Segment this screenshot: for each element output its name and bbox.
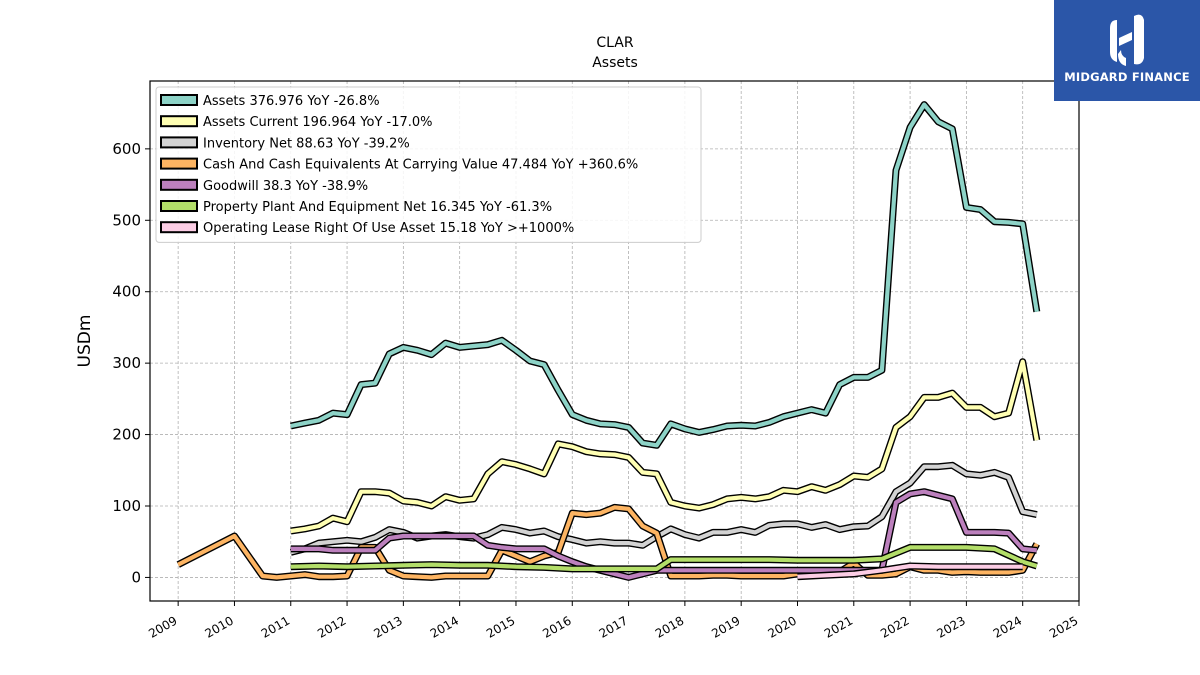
x-tick-label: 2009: [146, 613, 179, 640]
legend-swatch: [160, 178, 198, 191]
legend-label: Cash And Cash Equivalents At Carrying Va…: [203, 158, 638, 173]
legend-swatch: [160, 200, 198, 212]
x-tick-label: 2016: [540, 613, 573, 640]
series-line-0: [290, 101, 1041, 449]
x-tick-label: 2017: [597, 613, 630, 640]
legend: Assets 376.976 YoY -26.8% Assets Current …: [155, 86, 702, 243]
x-tick-label: 2012: [315, 613, 348, 640]
x-tick-label: 2019: [709, 613, 742, 640]
plot-frame: [149, 80, 1080, 602]
midgard-logo-icon: [1110, 14, 1144, 66]
legend-box: [155, 86, 702, 243]
legend-label: Operating Lease Right Of Use Asset 15.18…: [203, 221, 574, 236]
x-tick-label: 2013: [371, 613, 404, 640]
series-line-4: [290, 488, 1038, 581]
x-tick-label: 2025: [1047, 613, 1080, 640]
x-tick-label: 2010: [203, 613, 236, 640]
y-axis-label: USDm: [75, 315, 95, 368]
legend-label: Property Plant And Equipment Net 16.345 …: [203, 200, 552, 215]
y-tick-label: 500: [112, 211, 141, 229]
series-line-6: [797, 562, 1023, 581]
y-tick-label: 0: [131, 568, 141, 586]
x-axis: 2009 2010 2011 2012 2013 2014 2015 2016 2017 2018…: [146, 601, 1081, 641]
series-stroke: [290, 489, 1038, 580]
legend-swatch: [160, 115, 198, 128]
x-tick-label: 2023: [934, 613, 967, 640]
series-stroke: [797, 563, 1023, 579]
series-line-5: [290, 543, 1038, 573]
brand-logo: MIDGARD FINANCE: [1054, 0, 1200, 101]
x-tick-label: 2014: [428, 613, 461, 640]
series-stroke: [290, 359, 1039, 534]
x-tick-label: 2018: [653, 613, 686, 640]
legend-label: Goodwill 38.3 YoY -38.9%: [203, 179, 368, 194]
legend-swatch: [160, 157, 198, 170]
y-tick-label: 400: [112, 283, 141, 301]
legend-label: Inventory Net 88.63 YoY -39.2%: [203, 136, 410, 151]
legend-swatch: [160, 136, 198, 149]
series-lines: [176, 101, 1041, 581]
x-tick-label: 2021: [822, 613, 855, 640]
chart-subtitle: Assets: [592, 55, 638, 71]
y-tick-label: 300: [112, 354, 141, 372]
x-tick-label: 2020: [766, 613, 799, 640]
legend-swatch: [160, 94, 198, 106]
y-tick-label: 200: [112, 426, 141, 444]
series-stroke: [290, 102, 1039, 448]
x-tick-label: 2015: [484, 613, 517, 640]
x-tick-label: 2024: [991, 613, 1024, 640]
x-tick-label: 2022: [878, 613, 911, 640]
y-axis: 0 100 200 300 400 500 600: [112, 140, 150, 586]
chart-title: CLAR: [596, 35, 633, 51]
series-line-1: [290, 358, 1041, 535]
brand-name: MIDGARD FINANCE: [1064, 70, 1190, 84]
legend-swatch: [160, 221, 198, 234]
y-tick-label: 600: [112, 140, 141, 158]
x-tick-label: 2011: [259, 613, 292, 640]
legend-label: Assets Current 196.964 YoY -17.0%: [203, 115, 433, 130]
series-stroke: [290, 545, 1038, 571]
legend-label: Assets 376.976 YoY -26.8%: [203, 94, 380, 109]
y-tick-label: 100: [112, 497, 141, 515]
